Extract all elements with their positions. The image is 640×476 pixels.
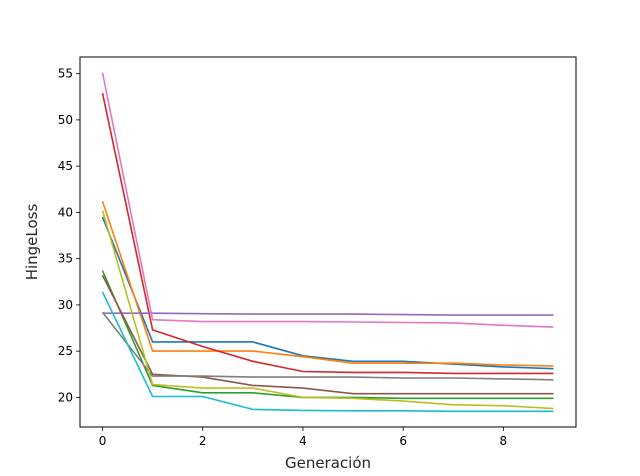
series-line-1 — [101, 216, 554, 370]
x-axis-ticks: 0 2 4 6 8 — [99, 427, 507, 448]
series-line-5 — [102, 312, 554, 316]
x-tick-label: 0 — [99, 434, 107, 448]
plot-frame — [79, 56, 577, 428]
x-tick-label: 8 — [500, 434, 508, 448]
series-line-8 — [101, 311, 554, 381]
series-line-10 — [101, 291, 554, 413]
series-line-2 — [101, 201, 554, 367]
y-tick-label: 30 — [58, 298, 73, 312]
series-line-9 — [101, 210, 554, 410]
y-tick-label: 55 — [58, 67, 73, 81]
y-tick-label: 45 — [58, 159, 73, 173]
x-tick-label: 4 — [299, 434, 307, 448]
x-tick-label: 6 — [399, 434, 407, 448]
y-tick-label: 50 — [58, 113, 73, 127]
series-line-7 — [101, 72, 554, 328]
series-layer — [101, 72, 554, 413]
series-line-4 — [101, 92, 554, 375]
y-axis-ticks: 20 25 30 35 40 45 50 55 — [58, 67, 80, 404]
y-tick-label: 25 — [58, 344, 73, 358]
x-tick-label: 2 — [199, 434, 207, 448]
y-tick-label: 35 — [58, 252, 73, 266]
y-axis-label: HingeLoss — [23, 204, 41, 281]
x-axis-label: Generación — [285, 454, 371, 472]
y-tick-label: 40 — [58, 205, 73, 219]
y-tick-label: 20 — [58, 390, 73, 404]
